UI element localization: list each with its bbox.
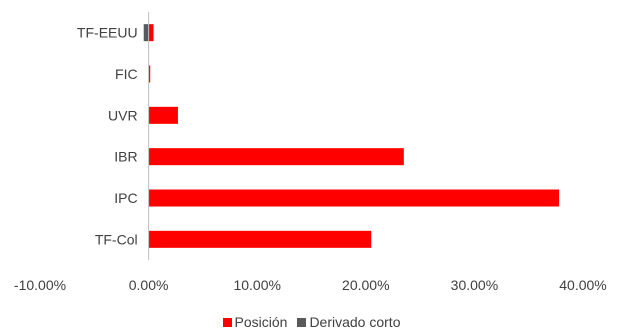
legend: Posición Derivado corto xyxy=(0,313,623,331)
x-tick-label: 10.00% xyxy=(233,277,280,293)
category-labels: TF-Col IPC IBR UVR FIC TF-EEUU xyxy=(77,25,138,248)
category-label-tf-col: TF-Col xyxy=(95,231,138,247)
bar-posici-n-tf-eeuu xyxy=(148,24,154,42)
x-tick-label: 0.00% xyxy=(129,277,169,293)
bar-derivado-corto-tf-eeuu xyxy=(143,24,149,42)
legend-label-derivado-corto: Derivado corto xyxy=(309,314,401,330)
bar-posici-n-tf-col xyxy=(148,230,372,248)
category-label-uvr: UVR xyxy=(108,107,138,123)
legend-item-posicion: Posición xyxy=(222,314,288,330)
x-tick-label: 20.00% xyxy=(342,277,389,293)
x-tick-label: -10.00% xyxy=(14,277,66,293)
category-label-fic: FIC xyxy=(115,66,138,82)
category-label-ibr: IBR xyxy=(114,149,137,165)
x-tick-label: 30.00% xyxy=(451,277,498,293)
category-label-ipc: IPC xyxy=(114,190,137,206)
bar-posici-n-ibr xyxy=(148,148,404,166)
legend-swatch-derivado-corto xyxy=(297,317,307,327)
bar-posici-n-ipc xyxy=(148,189,560,207)
bars xyxy=(143,24,560,248)
legend-item-derivado-corto: Derivado corto xyxy=(297,314,400,330)
bar-posici-n-uvr xyxy=(148,106,178,124)
legend-swatch-posicion xyxy=(222,317,232,327)
x-tick-label: 40.00% xyxy=(559,277,606,293)
x-tick-labels: -10.00% 0.00% 10.00% 20.00% 30.00% 40.00% xyxy=(14,277,607,293)
bar-posici-n-fic xyxy=(148,65,151,83)
category-label-tf-eeuu: TF-EEUU xyxy=(77,25,138,41)
legend-label-posicion: Posición xyxy=(234,314,288,330)
